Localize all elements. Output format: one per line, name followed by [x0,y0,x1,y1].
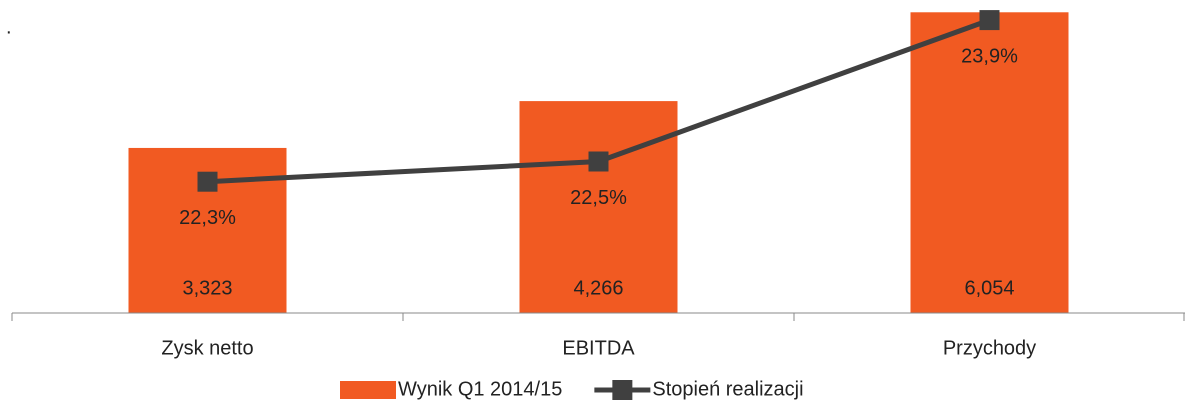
x-tick-label: EBITDA [562,337,635,359]
line-value-label: 22,3% [179,207,236,229]
legend-label: Stopień realizacji [652,378,803,400]
line-marker [979,10,1000,31]
legend-swatch [612,380,633,400]
bar [519,101,678,313]
bar-value-label: 6,054 [964,277,1014,299]
legend-swatch [340,381,396,399]
bar [910,12,1069,314]
line-marker [197,171,218,192]
legend-label: Wynik Q1 2014/15 [398,378,562,400]
line-value-label: 23,9% [961,45,1018,67]
x-tick-label: Zysk netto [161,337,253,359]
bar-value-label: 4,266 [573,277,623,299]
x-tick-label: Przychody [943,337,1036,359]
line-value-label: 22,5% [570,187,627,209]
line-marker [588,151,609,172]
note: . [6,16,12,38]
bar-value-label: 3,323 [182,277,232,299]
